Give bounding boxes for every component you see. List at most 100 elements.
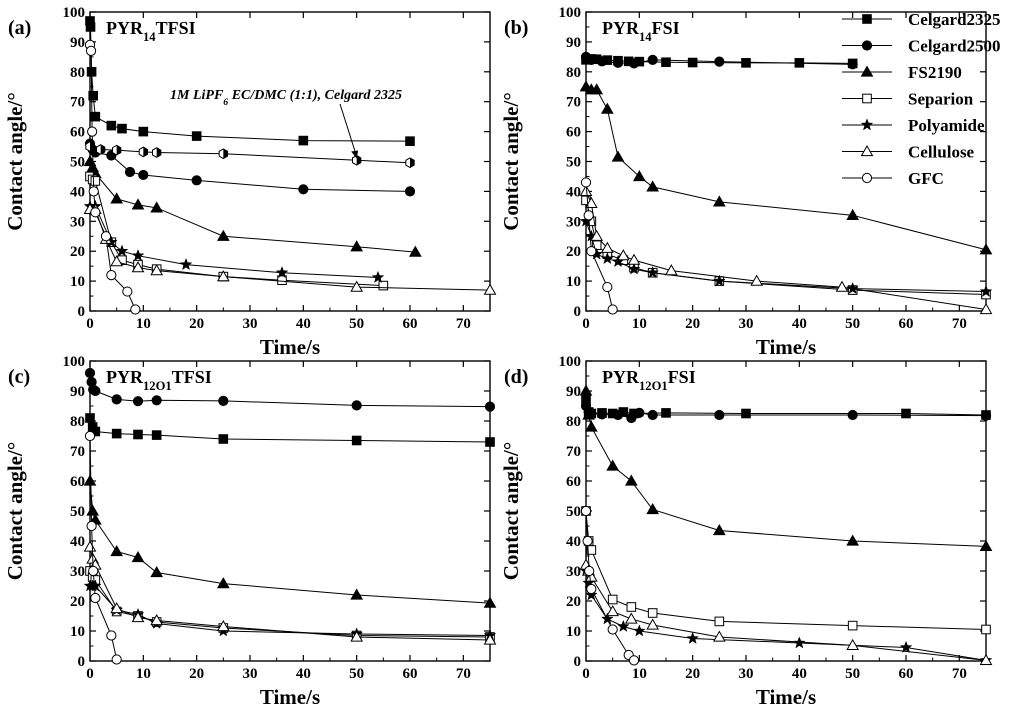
data-point	[979, 243, 993, 255]
data-point	[627, 253, 641, 265]
series-cellulose	[579, 558, 993, 666]
data-point	[138, 126, 149, 137]
y-tick-label: 60	[566, 125, 581, 141]
x-tick-label: 10	[632, 666, 647, 682]
series-celgard2500	[580, 51, 858, 70]
data-point	[632, 169, 646, 182]
series-line	[89, 417, 491, 443]
x-tick-label: 70	[456, 666, 471, 682]
series-line	[585, 191, 987, 310]
series-separion	[581, 506, 991, 635]
y-tick-label: 100	[559, 354, 582, 370]
data-point	[979, 653, 993, 666]
data-point	[90, 111, 101, 122]
data-point	[980, 410, 992, 421]
y-tick-label: 0	[574, 654, 582, 670]
x-tick-label: 10	[136, 666, 151, 682]
y-axis-title: Contact angle/°	[499, 442, 523, 580]
data-point	[483, 633, 497, 645]
data-point	[624, 612, 638, 624]
data-point	[85, 413, 95, 423]
data-point	[661, 408, 671, 418]
y-tick-label: 10	[566, 624, 581, 640]
y-tick-label: 30	[566, 214, 581, 230]
data-point	[133, 429, 143, 440]
x-tick-label: 20	[189, 666, 204, 682]
data-point	[131, 198, 145, 210]
data-point	[580, 177, 592, 188]
x-tick-label: 60	[899, 666, 914, 682]
data-point	[191, 131, 202, 141]
series-line	[585, 399, 987, 416]
data-point	[405, 157, 415, 169]
series-celgard2500	[84, 138, 416, 197]
data-point	[750, 274, 764, 286]
y-tick-label: 30	[70, 564, 85, 580]
series-line	[585, 510, 987, 630]
data-point	[150, 201, 164, 213]
series-1m-lipf6-ec-dmc-1-1-celgard-2325	[85, 141, 415, 169]
x-tick-label: 20	[685, 666, 700, 682]
y-tick-label: 70	[70, 95, 85, 111]
data-point	[88, 565, 99, 577]
x-tick-label: 70	[952, 316, 967, 332]
plot-frame	[89, 11, 491, 312]
data-point	[981, 624, 991, 635]
y-tick-label: 60	[566, 474, 581, 490]
series-line	[89, 546, 491, 641]
x-tick-label: 60	[899, 316, 914, 332]
x-tick-label: 20	[685, 316, 700, 332]
data-point	[634, 407, 645, 418]
series-line	[89, 480, 491, 604]
chart-panel-b: 0 10 20 30 40 50 60 70 0 10 20 30 40 50 60 70 80 90 100 Tim…	[499, 5, 993, 359]
data-point	[84, 430, 96, 442]
data-point	[586, 54, 597, 65]
series-cellulose	[579, 184, 993, 315]
y-tick-label: 80	[566, 414, 581, 430]
y-tick-label: 0	[78, 304, 86, 320]
series-polyamide	[579, 214, 993, 298]
x-tick-label: 10	[136, 316, 151, 332]
chart-panel-c: 0 10 20 30 40 50 60 70 0 10 20 30 40 50 60 70 80 90 100 Tim…	[3, 354, 497, 709]
legend-label: Polyamide	[908, 116, 985, 135]
data-point	[586, 545, 597, 555]
data-point	[218, 434, 229, 444]
panel-title: PYR12O1FSI	[602, 367, 696, 393]
data-point	[590, 83, 604, 95]
x-tick-label: 40	[792, 666, 807, 682]
series-line	[89, 143, 411, 192]
data-point	[150, 613, 164, 626]
data-point	[646, 180, 660, 192]
x-tick-label: 50	[845, 666, 860, 682]
data-point	[600, 102, 614, 114]
panel-label: (b)	[504, 17, 528, 39]
y-tick-label: 50	[566, 155, 581, 171]
x-axis-title: Time/s	[260, 335, 320, 359]
data-point	[483, 283, 497, 295]
data-point	[628, 655, 640, 666]
data-point	[130, 304, 141, 315]
data-point	[152, 147, 162, 158]
legend-entry-cellulose: Cellulose	[842, 143, 975, 162]
series-separion	[85, 566, 495, 642]
data-point	[110, 192, 124, 204]
data-point	[216, 619, 230, 632]
x-tick-label: 0	[582, 316, 590, 332]
data-point	[106, 270, 117, 281]
legend-entry-celgard2500: Celgard2500	[842, 37, 1001, 56]
data-point	[485, 437, 495, 447]
annotation-label: 1M LiPF6 EC/DMC (1:1), Celgard 2325	[170, 88, 402, 108]
data-point	[579, 184, 593, 197]
data-point	[846, 534, 860, 546]
data-point	[378, 280, 389, 291]
data-point	[611, 150, 625, 162]
data-point	[191, 175, 202, 186]
data-point	[586, 246, 597, 257]
data-point	[112, 144, 122, 156]
data-point	[275, 266, 289, 279]
data-point	[606, 604, 620, 617]
data-point	[584, 588, 598, 601]
x-axis-title: Time/s	[260, 685, 320, 709]
legend-label: Celgard2500	[908, 37, 1001, 56]
data-point	[590, 229, 604, 241]
